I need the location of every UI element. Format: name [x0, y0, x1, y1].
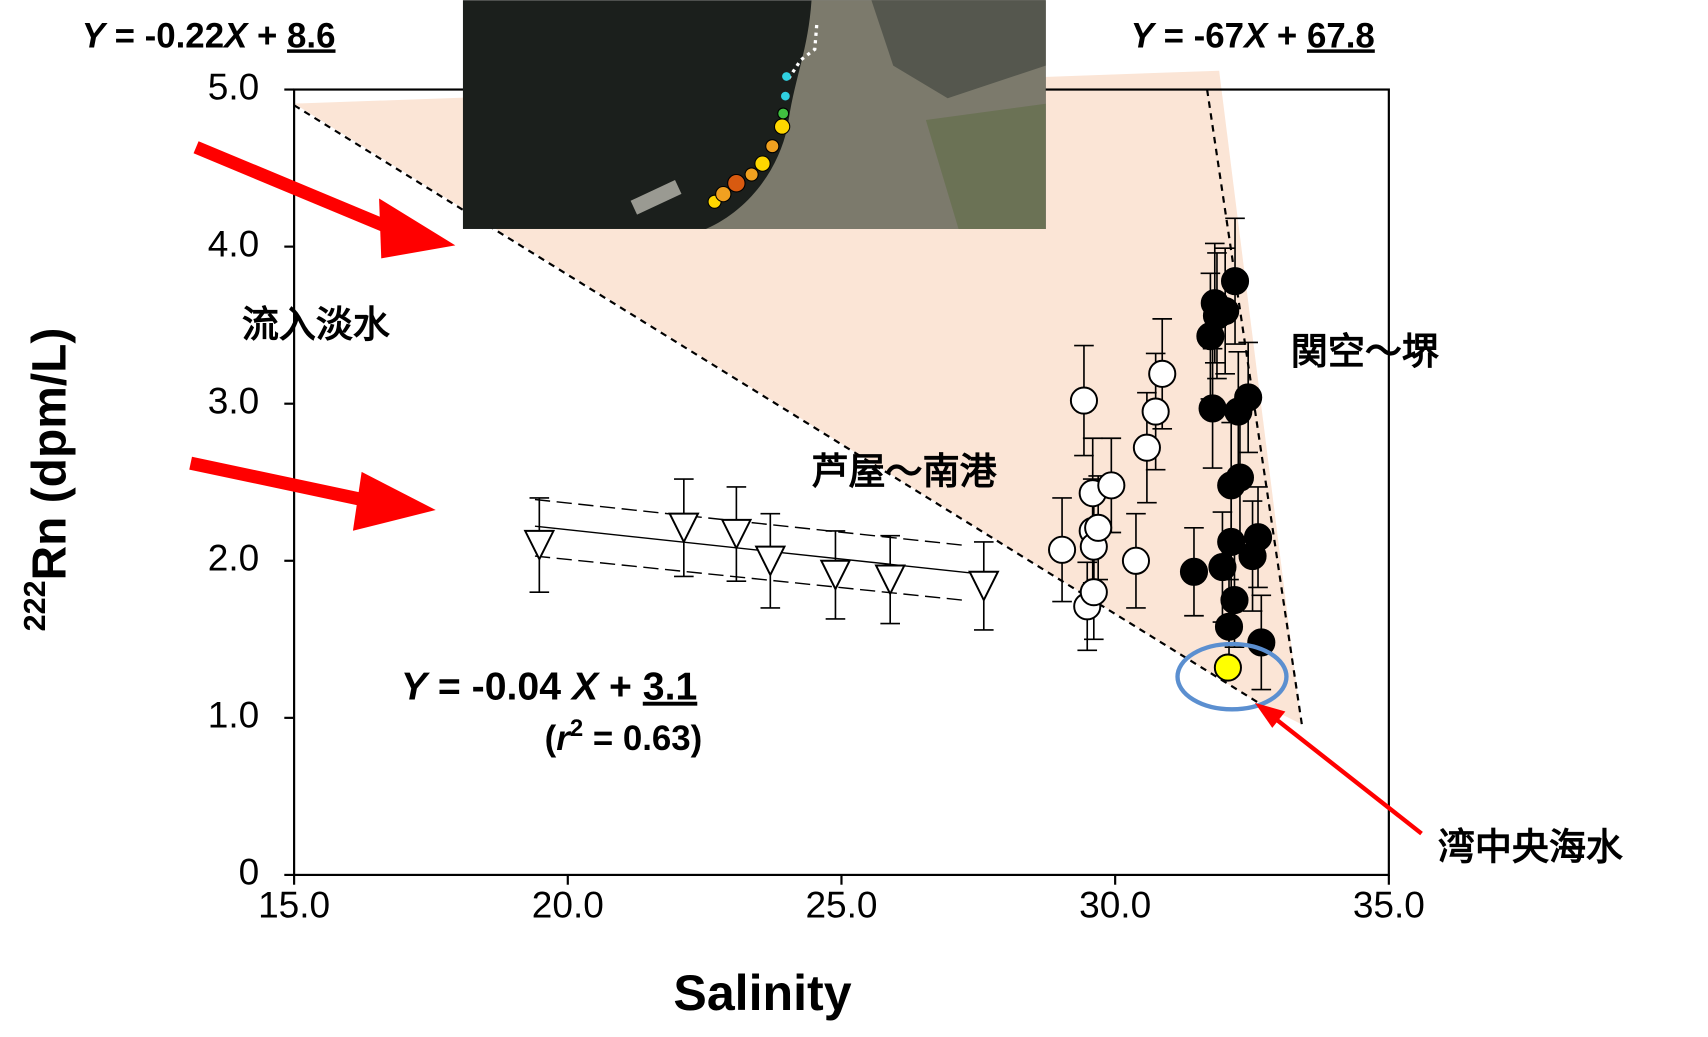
- site: [781, 92, 790, 101]
- r-squared: (r2 = 0.63): [545, 715, 703, 758]
- point: [525, 531, 553, 559]
- point: [1049, 537, 1075, 563]
- equation: Y = -0.04 X + 3.1: [401, 666, 697, 709]
- site: [774, 119, 789, 134]
- x-tick-label: 20.0: [532, 883, 604, 925]
- point: [1085, 515, 1111, 541]
- y-tick-label: 3.0: [208, 379, 259, 421]
- series-label: 関空～堺: [1291, 330, 1440, 372]
- arrow: [191, 463, 371, 501]
- point: [722, 520, 750, 548]
- point: [821, 561, 849, 589]
- point: [1134, 435, 1160, 461]
- y-tick-label: 2.0: [208, 537, 259, 579]
- x-tick-label: 35.0: [1353, 883, 1425, 925]
- x-tick-label: 25.0: [805, 883, 877, 925]
- series-label: 湾中央海水: [1438, 826, 1624, 868]
- point: [1143, 398, 1169, 424]
- point: [1245, 524, 1271, 550]
- site: [778, 108, 789, 119]
- point: [1123, 548, 1149, 574]
- point: [970, 572, 998, 600]
- x-tick-label: 15.0: [258, 883, 330, 925]
- x-tick-label: 30.0: [1079, 883, 1151, 925]
- point: [1149, 361, 1175, 387]
- point: [1209, 554, 1235, 580]
- site: [782, 72, 791, 81]
- point: [1181, 559, 1207, 585]
- site: [716, 186, 731, 201]
- point: [1227, 464, 1253, 490]
- x-axis-title: Salinity: [673, 965, 851, 1021]
- point: [1200, 395, 1226, 421]
- point: [876, 565, 904, 593]
- point: [1216, 614, 1242, 640]
- point: [670, 514, 698, 542]
- y-axis-title: 222Rn (dpm/L): [18, 328, 76, 632]
- equation: Y = -67X + 67.8: [1131, 17, 1375, 56]
- y-tick-label: 1.0: [208, 694, 259, 736]
- point: [756, 547, 784, 575]
- y-tick-label: 4.0: [208, 222, 259, 264]
- series-label: 芦屋～南港: [812, 450, 998, 492]
- arrow: [1269, 714, 1422, 834]
- y-tick-label: 5.0: [208, 65, 259, 107]
- point: [1081, 579, 1107, 605]
- arrow: [196, 147, 398, 231]
- site: [728, 175, 745, 192]
- arrow-head: [379, 198, 455, 258]
- arrow-head: [353, 472, 436, 531]
- chart: 0 1.0 2.0 3.0 4.0 5.0 15.0 20.0 25.0 30.0 35.0 流入淡水…: [0, 0, 1708, 1032]
- equation: Y = -0.22X + 8.6: [82, 17, 336, 56]
- point: [1235, 384, 1261, 410]
- point: [1221, 587, 1247, 613]
- point: [1098, 472, 1124, 498]
- point: [1215, 655, 1241, 681]
- point: [1071, 387, 1097, 413]
- point: [1222, 268, 1248, 294]
- series-label: 流入淡水: [242, 303, 391, 345]
- site: [745, 168, 758, 181]
- site: [755, 156, 770, 171]
- y-tick-label: 0: [239, 851, 260, 893]
- map-inset: [463, 0, 1046, 229]
- point: [1212, 298, 1238, 324]
- point: [1197, 323, 1223, 349]
- site: [766, 140, 779, 153]
